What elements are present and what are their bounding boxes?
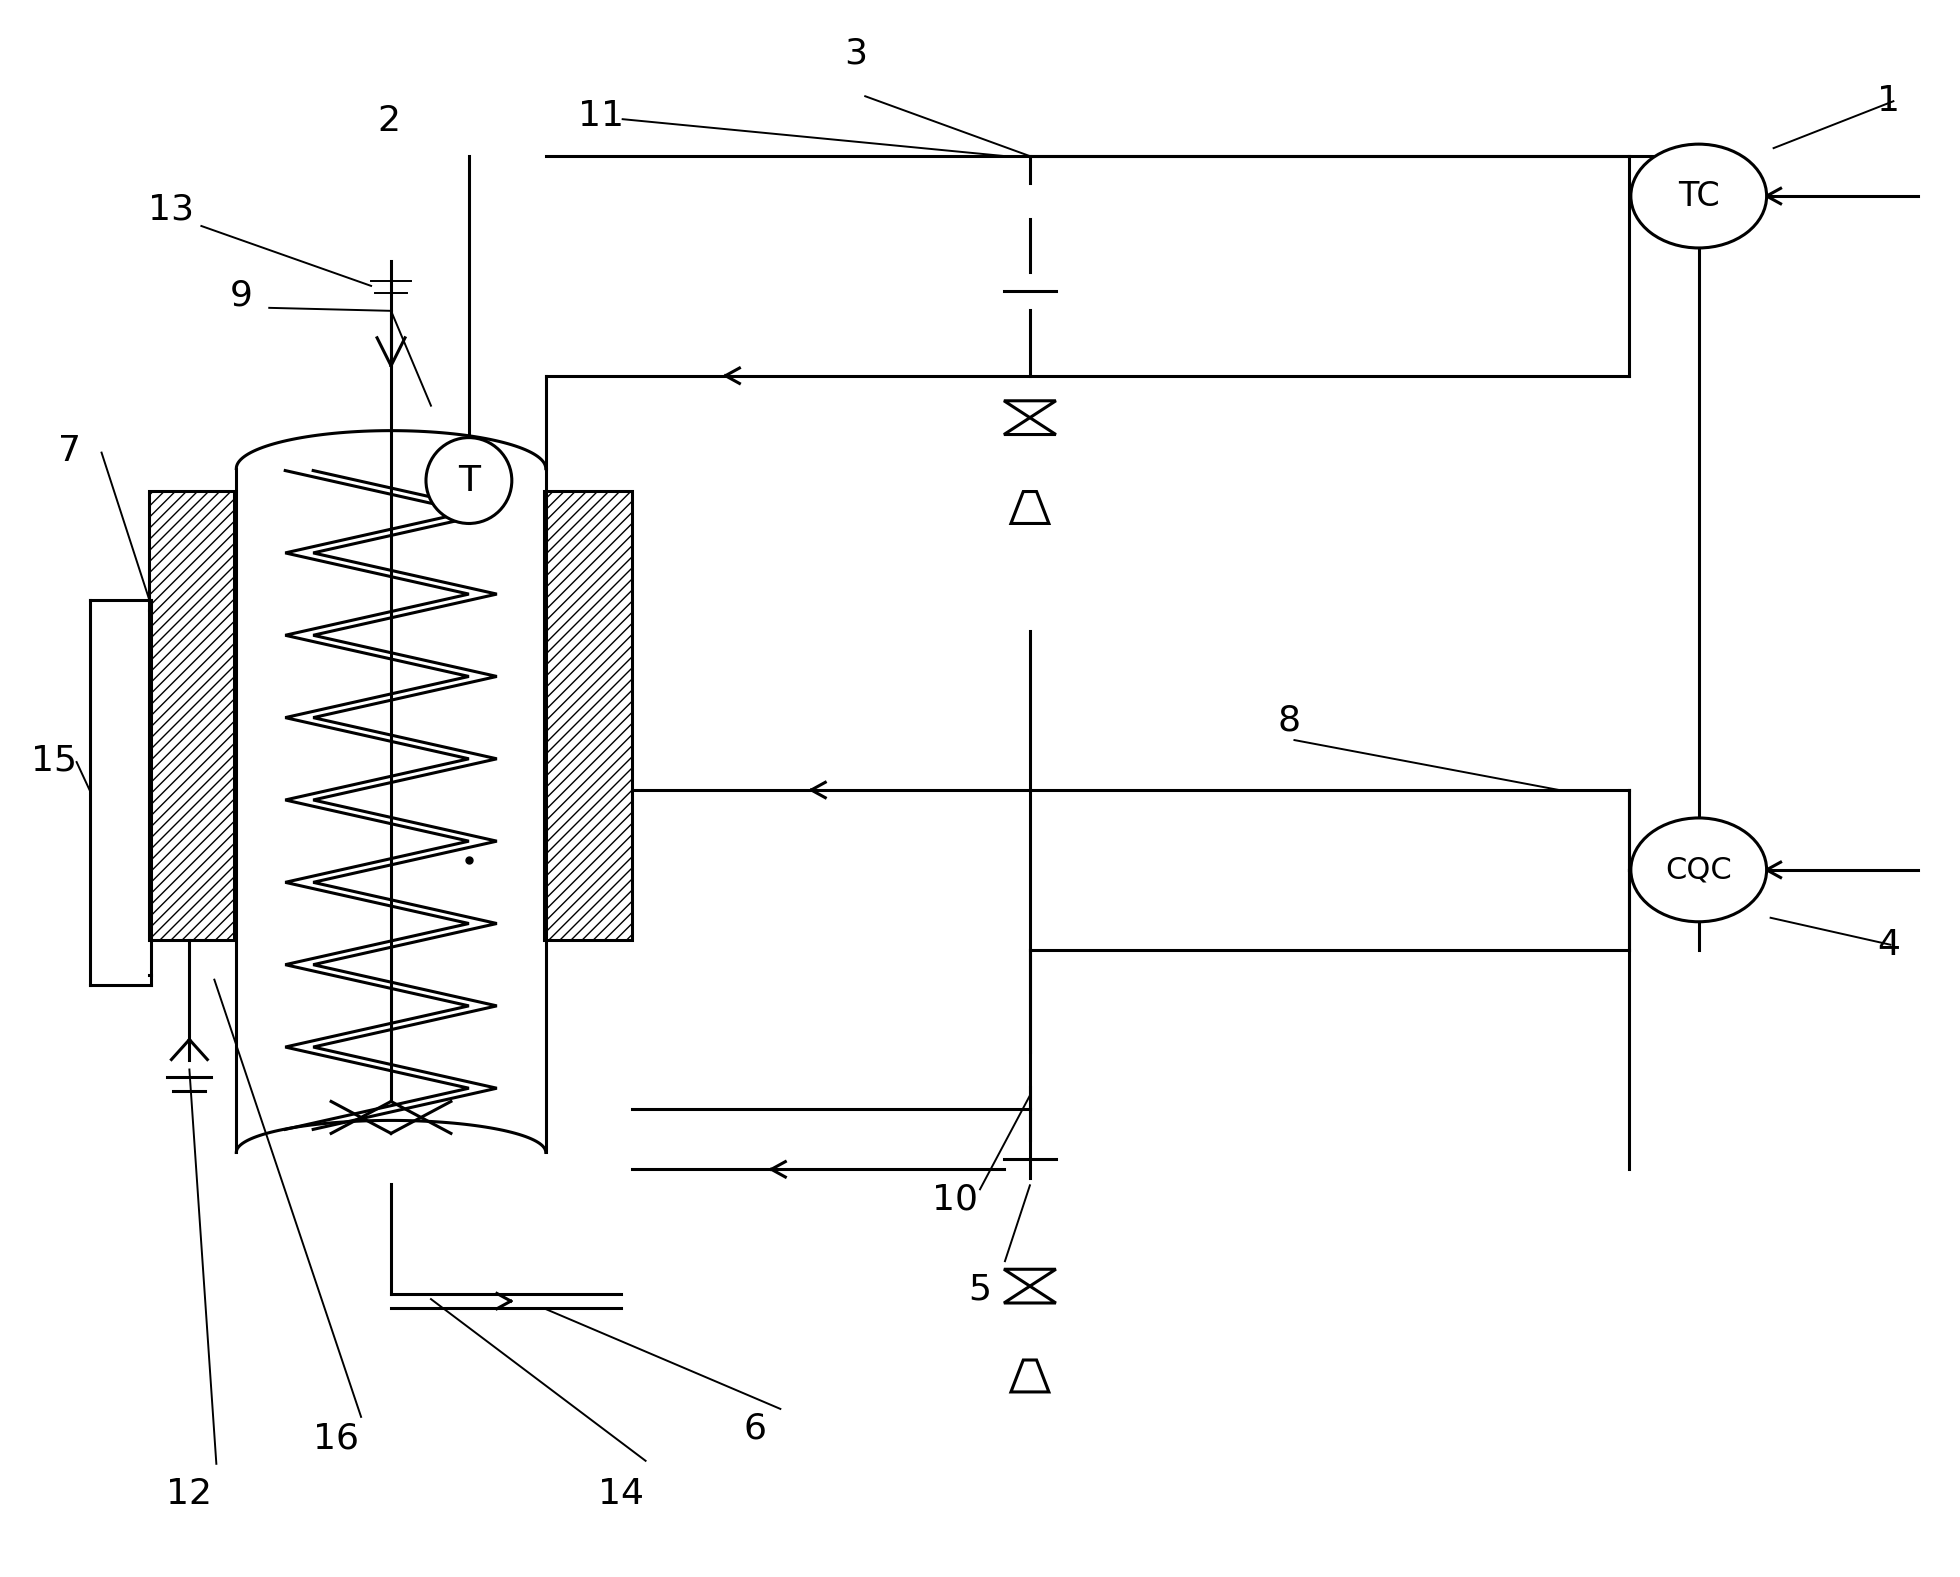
Text: 12: 12	[167, 1476, 212, 1511]
Ellipse shape	[1631, 144, 1766, 248]
Text: 7: 7	[59, 434, 80, 468]
Text: 8: 8	[1278, 703, 1301, 736]
Text: 15: 15	[31, 743, 76, 777]
Bar	[149, 490, 235, 940]
Text: 2: 2	[378, 104, 400, 139]
Circle shape	[425, 438, 512, 524]
Text: 14: 14	[598, 1476, 643, 1511]
Bar	[543, 490, 631, 940]
Text: 16: 16	[314, 1422, 359, 1456]
Text: 6: 6	[745, 1411, 766, 1446]
Text: 3: 3	[843, 36, 866, 71]
Text: 9: 9	[229, 279, 253, 312]
Ellipse shape	[1631, 818, 1766, 923]
Text: 11: 11	[578, 99, 623, 132]
Text: 13: 13	[149, 192, 194, 226]
Text: T: T	[459, 464, 480, 497]
Text: TC: TC	[1678, 180, 1719, 213]
Text: 10: 10	[933, 1183, 978, 1216]
Text: 5: 5	[968, 1273, 992, 1306]
Text: CQC: CQC	[1666, 855, 1733, 885]
Text: 1: 1	[1878, 84, 1899, 118]
Text: 4: 4	[1878, 927, 1899, 962]
